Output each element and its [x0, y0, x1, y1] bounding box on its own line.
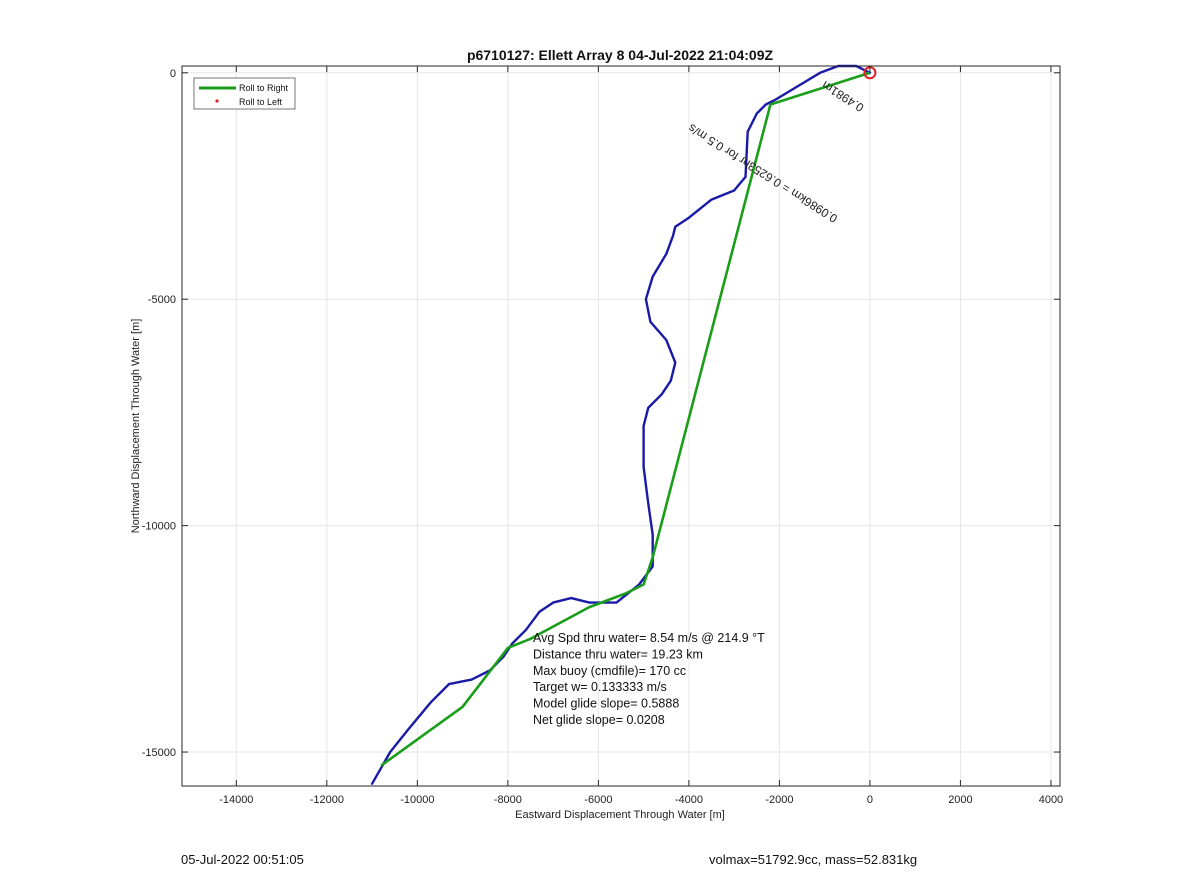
- y-tick-label: 0: [170, 68, 176, 80]
- legend-swatch-roll-left: [215, 99, 219, 103]
- x-tick-label: -10000: [400, 794, 434, 806]
- x-tick-label: -6000: [584, 794, 612, 806]
- y-tick-label: -5000: [148, 294, 176, 306]
- legend: Roll to Right Roll to Left: [193, 77, 296, 110]
- stats-annotation: Max buoy (cmdfile)= 170 cc: [533, 664, 686, 678]
- annotations: 0.0986km = 0.6253hr for 0.5 m/s0.4981mAv…: [533, 78, 866, 727]
- y-axis-label: Northward Displacement Through Water [m]: [130, 319, 142, 534]
- x-tick-label: -4000: [675, 794, 703, 806]
- footer-timestamp: 05-Jul-2022 00:51:05: [181, 852, 304, 867]
- stats-annotation: Net glide slope= 0.0208: [533, 713, 665, 727]
- track-distance-label-overlap: 0.4981m: [819, 78, 866, 115]
- glider-track-line: [370, 64, 872, 785]
- stats-annotation: Model glide slope= 0.5888: [533, 697, 679, 711]
- y-tick-label: -10000: [142, 521, 176, 533]
- stats-annotation: Distance thru water= 19.23 km: [533, 647, 703, 661]
- x-tick-label: -2000: [765, 794, 793, 806]
- y-tick-label: -15000: [142, 747, 176, 759]
- x-tick-label: 2000: [948, 794, 972, 806]
- x-tick-label: -8000: [494, 794, 522, 806]
- axes: -14000 -12000 -10000 -8000 -6000 -4000 -2000 0 2…: [142, 65, 1063, 806]
- stats-annotation: Target w= 0.133333 m/s: [533, 680, 667, 694]
- series-line-0: [380, 71, 871, 767]
- chart-title: p6710127: Ellett Array 8 04-Jul-2022 21:…: [467, 47, 774, 63]
- x-tick-label: 0: [867, 794, 873, 806]
- footer-summary: volmax=51792.9cc, mass=52.831kg: [709, 852, 918, 867]
- legend-box: [193, 77, 296, 110]
- stats-annotation: Avg Spd thru water= 8.54 m/s @ 214.9 °T: [533, 631, 765, 645]
- grid: [182, 66, 1060, 786]
- legend-label-roll-left: Roll to Left: [239, 97, 283, 107]
- x-axis-label: Eastward Displacement Through Water [m]: [515, 809, 725, 821]
- x-tick-label: -12000: [310, 794, 344, 806]
- legend-label-roll-right: Roll to Right: [239, 83, 289, 93]
- x-tick-label: 4000: [1039, 794, 1063, 806]
- axes-box: [181, 65, 1061, 787]
- x-tick-label: -14000: [219, 794, 253, 806]
